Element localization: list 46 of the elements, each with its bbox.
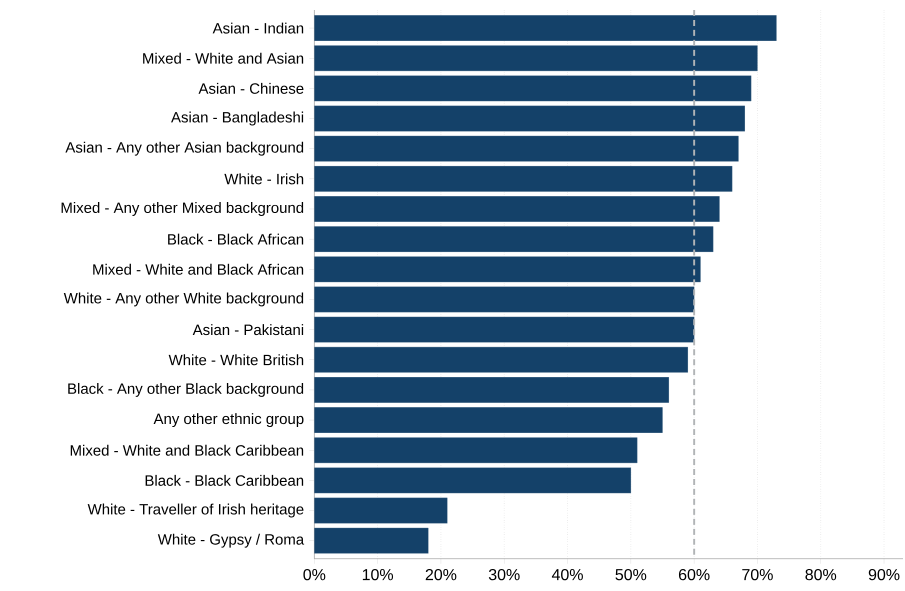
bar — [314, 377, 670, 403]
bar — [314, 316, 694, 343]
y-tick-label: Asian - Indian — [212, 22, 304, 34]
y-tick-label: White - Traveller of Irish heritage — [88, 504, 304, 518]
y-tick-label: White - Any other White background — [64, 292, 304, 307]
x-tick-label: 70% — [742, 569, 773, 580]
x-tick-label: 60% — [678, 569, 710, 580]
x-tick-label: 0% — [303, 569, 326, 580]
x-tick-label: 80% — [805, 569, 836, 580]
bar — [314, 46, 758, 72]
bar — [314, 498, 448, 524]
bar — [314, 286, 694, 312]
x-tick-label: 30% — [488, 569, 520, 580]
bar — [314, 136, 739, 162]
bar — [314, 166, 732, 192]
bar — [314, 407, 663, 434]
y-tick-label: White - Irish — [224, 173, 304, 184]
bar — [314, 196, 720, 222]
x-tick-label: 20% — [426, 569, 456, 580]
x-tick-label: 50% — [615, 569, 646, 580]
y-tick-label: Mixed - White and Black Caribbean — [70, 444, 304, 456]
y-tick-label: Black - Black African — [168, 234, 304, 245]
y-tick-label: Asian - Chinese — [198, 83, 304, 94]
y-tick-label: Asian - Bangladeshi — [171, 112, 304, 126]
y-tick-label: Any other ethnic group — [154, 413, 304, 428]
x-tick-label: 40% — [552, 569, 583, 580]
bar — [314, 438, 638, 464]
x-tick-label: 90% — [868, 569, 900, 580]
y-tick-label: Black - Black Caribbean — [146, 475, 304, 486]
bar — [314, 76, 752, 102]
y-tick-label: White - Gypsy / Roma — [158, 534, 304, 548]
bar — [314, 15, 777, 42]
bar — [314, 347, 688, 373]
y-tick-label: Mixed - Any other Mixed background — [62, 202, 304, 216]
bar — [314, 226, 714, 252]
y-tick-label: Mixed - White and Black African — [93, 264, 304, 275]
y-tick-label: Mixed - White and Asian — [143, 52, 304, 64]
y-tick-label: Asian - Any other Asian background — [65, 142, 304, 156]
bar — [314, 528, 428, 554]
x-tick-label: 10% — [362, 569, 394, 580]
bar — [314, 256, 701, 282]
y-tick-label: White - White British — [168, 354, 304, 366]
y-tick-label: Black - Any other Black background — [68, 383, 304, 398]
bar — [314, 106, 745, 132]
bar — [314, 468, 632, 494]
y-tick-label: Asian - Pakistani — [192, 324, 304, 336]
